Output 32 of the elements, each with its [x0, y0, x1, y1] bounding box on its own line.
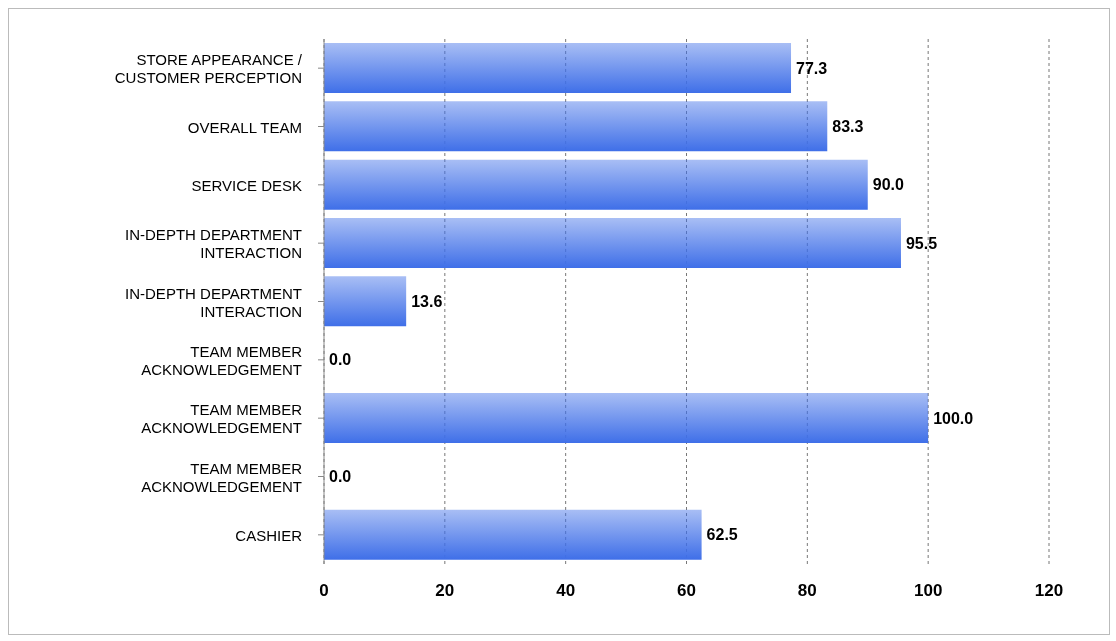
- data-label: 62.5: [706, 526, 738, 544]
- data-label: 83.3: [832, 118, 864, 135]
- y-tick-label: TEAM MEMBER ACKNOWLEDGEMENT: [141, 400, 303, 436]
- bar: [324, 218, 901, 268]
- y-tick-label: IN-DEPTH DEPARTMENT INTERACTION: [125, 225, 302, 261]
- bar: [324, 159, 868, 210]
- data-label: 77.3: [796, 59, 828, 77]
- y-tick-label: TEAM MEMBER ACKNOWLEDGEMENT: [141, 342, 303, 378]
- data-label: 100.0: [933, 409, 974, 427]
- data-label: 13.6: [411, 293, 443, 310]
- bar: [324, 276, 407, 327]
- data-label: 90.0: [872, 176, 904, 194]
- y-tick-label: OVERALL TEAM: [187, 118, 302, 135]
- x-tick-label: 40: [556, 581, 576, 601]
- x-tick-label: 0: [319, 581, 329, 601]
- data-label: 95.5: [905, 234, 938, 252]
- y-tick-label: TEAM MEMBER ACKNOWLEDGEMENT: [141, 459, 303, 494]
- x-tick-label: 80: [797, 581, 817, 601]
- x-tick-label: 20: [435, 581, 455, 601]
- y-tick-label: SERVICE DESK: [191, 176, 302, 194]
- x-tick-label: 120: [1034, 581, 1064, 601]
- y-tick-label: CASHIER: [235, 526, 303, 544]
- y-tick-label: IN-DEPTH DEPARTMENT INTERACTION: [125, 284, 302, 319]
- bar: [324, 509, 702, 560]
- x-tick-label: 100: [913, 581, 943, 601]
- bar: [324, 101, 828, 152]
- data-label: 0.0: [329, 468, 352, 485]
- y-tick-label: STORE APPEARANCE / CUSTOMER PERCEPTION: [114, 50, 303, 86]
- bar: [324, 393, 929, 443]
- data-label: 0.0: [329, 351, 352, 369]
- x-tick-label: 60: [677, 581, 696, 601]
- bar: [324, 43, 792, 93]
